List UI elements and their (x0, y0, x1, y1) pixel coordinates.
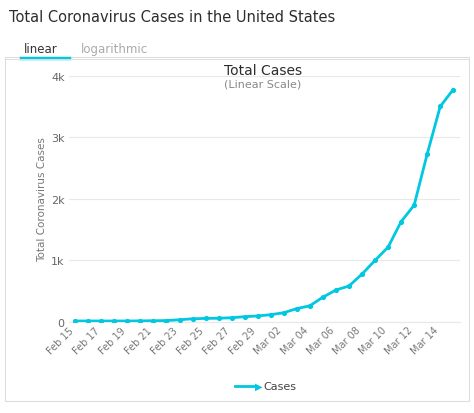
Point (345, 283, 353, 290)
Text: (Linear Scale): (Linear Scale) (225, 79, 301, 89)
Point (84, 318, 92, 325)
Text: linear: linear (24, 43, 57, 56)
Point (423, 152, 431, 158)
Point (176, 317, 183, 323)
Text: Total Cases: Total Cases (224, 64, 302, 78)
Point (293, 306, 301, 312)
Point (241, 313, 248, 320)
Point (189, 316, 196, 322)
Point (332, 287, 340, 294)
Text: Cases: Cases (263, 381, 296, 391)
Point (72, 318, 79, 325)
Point (215, 315, 222, 322)
Point (228, 315, 236, 321)
Point (137, 318, 144, 324)
Point (397, 219, 405, 225)
Point (358, 271, 366, 278)
Point (163, 318, 170, 324)
Text: logarithmic: logarithmic (81, 43, 148, 56)
Point (280, 310, 288, 316)
Point (319, 294, 327, 301)
Text: Total Coronavirus Cases in the United States: Total Coronavirus Cases in the United St… (9, 10, 336, 25)
Point (437, 104, 444, 111)
Point (267, 311, 274, 318)
Point (371, 257, 379, 264)
Point (384, 244, 392, 251)
Point (449, 87, 457, 94)
Point (306, 303, 314, 309)
Point (202, 316, 210, 322)
Point (254, 313, 262, 320)
Point (110, 318, 118, 325)
Point (124, 318, 131, 325)
Point (410, 202, 418, 209)
Point (98, 318, 105, 325)
Y-axis label: Total Coronavirus Cases: Total Coronavirus Cases (37, 137, 47, 261)
Point (150, 318, 157, 324)
Text: ▶: ▶ (255, 381, 263, 391)
